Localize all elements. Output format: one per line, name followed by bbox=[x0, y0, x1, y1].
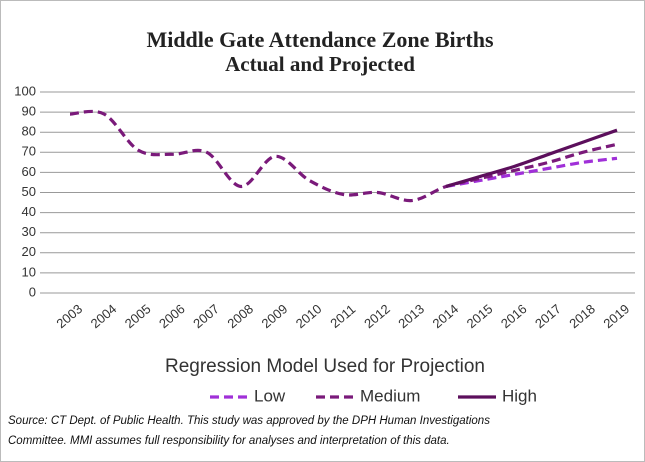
chart-title: Middle Gate Attendance Zone Births bbox=[146, 27, 494, 52]
series-line bbox=[69, 109, 618, 203]
source-note: Source: CT Dept. of Public Health. This … bbox=[8, 415, 490, 427]
y-tick-label: 10 bbox=[22, 264, 36, 279]
y-tick-label: 90 bbox=[22, 104, 36, 119]
y-tick-label: 80 bbox=[22, 124, 36, 139]
legend-title: Regression Model Used for Projection bbox=[165, 356, 485, 377]
series-line bbox=[445, 128, 618, 189]
y-tick-label: 100 bbox=[14, 83, 36, 98]
source-note: Committee. MMI assumes full responsibili… bbox=[8, 435, 450, 447]
chart-subtitle: Actual and Projected bbox=[225, 52, 415, 76]
y-tick-label: 0 bbox=[29, 284, 36, 299]
y-tick-label: 20 bbox=[22, 244, 36, 259]
y-tick-label: 30 bbox=[22, 224, 36, 239]
y-tick-label: 40 bbox=[22, 204, 36, 219]
series-line bbox=[445, 156, 618, 189]
legend-label: Medium bbox=[360, 386, 420, 405]
y-tick-label: 70 bbox=[22, 144, 36, 159]
y-tick-label: 60 bbox=[22, 164, 36, 179]
y-tick-label: 50 bbox=[22, 184, 36, 199]
legend-label: High bbox=[502, 386, 537, 405]
legend-label: Low bbox=[254, 386, 286, 405]
